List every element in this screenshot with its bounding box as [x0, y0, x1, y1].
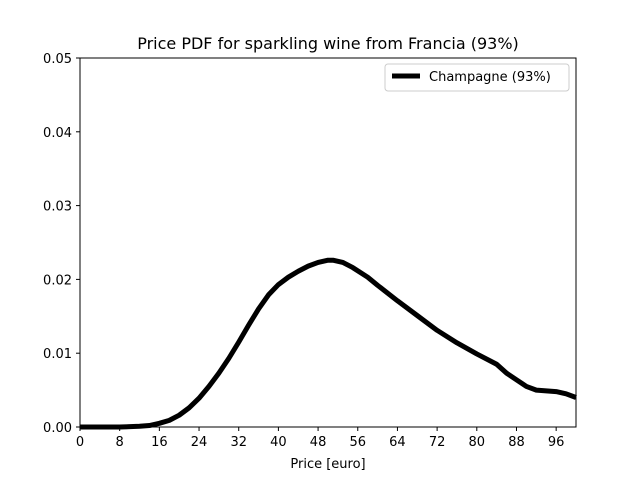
chart-title: Price PDF for sparkling wine from Franci… [137, 34, 519, 53]
y-tick-label: 0.04 [43, 126, 72, 141]
x-tick-label: 48 [310, 435, 327, 450]
legend: Champagne (93%) [384, 63, 570, 92]
x-tick-label: 40 [270, 435, 287, 450]
x-tick-label: 80 [469, 435, 486, 450]
x-tick-label: 72 [429, 435, 446, 450]
x-tick-label: 96 [548, 435, 565, 450]
x-tick-label: 16 [151, 435, 168, 450]
x-tick-label: 8 [116, 435, 124, 450]
x-tick-label: 24 [191, 435, 208, 450]
legend-label-champagne: Champagne (93%) [429, 70, 551, 85]
x-axis-label: Price [euro] [290, 457, 365, 472]
x-tick-label: 0 [76, 435, 84, 450]
y-tick-label: 0.00 [43, 421, 72, 436]
x-tick-label: 32 [230, 435, 247, 450]
plot-area: 0 8 16 24 32 40 48 56 64 72 80 88 96 0.00 0.01 0.02 0.03… [43, 52, 577, 450]
legend-frame [384, 63, 570, 92]
y-tick-label: 0.01 [43, 347, 72, 362]
x-tick-label: 56 [349, 435, 366, 450]
y-tick-label: 0.03 [43, 200, 72, 215]
series-line-0 [80, 257, 577, 430]
x-tick-label: 64 [389, 435, 406, 450]
axes-frame [79, 57, 577, 428]
y-tick-label: 0.05 [43, 52, 72, 67]
y-tick-label: 0.02 [43, 273, 72, 288]
x-tick-label: 88 [508, 435, 525, 450]
